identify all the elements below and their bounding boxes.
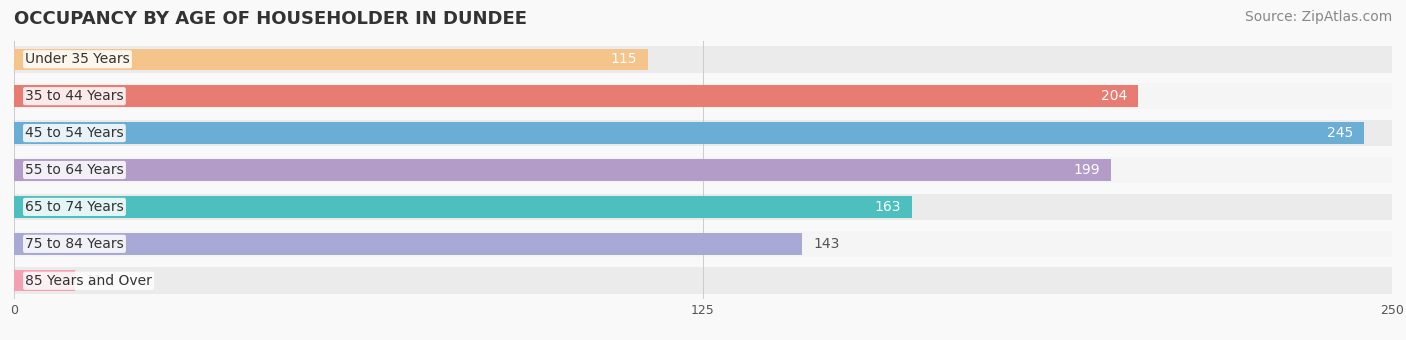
Text: 55 to 64 Years: 55 to 64 Years [25,163,124,177]
Bar [14,233,803,255]
Text: 85 Years and Over: 85 Years and Over [25,274,152,288]
Text: 245: 245 [1327,126,1354,140]
Text: Under 35 Years: Under 35 Years [25,52,129,66]
Bar [0,120,1406,147]
Bar [0,83,1406,109]
Bar [0,193,1406,220]
Bar [0,268,1406,294]
Text: 35 to 44 Years: 35 to 44 Years [25,89,124,103]
Text: 115: 115 [610,52,637,66]
Text: 65 to 74 Years: 65 to 74 Years [25,200,124,214]
Text: 11: 11 [86,274,104,288]
Bar [14,159,1111,181]
Bar [14,196,912,218]
Text: 45 to 54 Years: 45 to 54 Years [25,126,124,140]
Text: 75 to 84 Years: 75 to 84 Years [25,237,124,251]
Text: 163: 163 [875,200,901,214]
Bar [14,270,75,291]
Bar [14,49,648,70]
Bar [14,85,1139,107]
Bar [0,157,1406,183]
Bar [0,46,1406,72]
Text: 199: 199 [1073,163,1099,177]
Bar [0,231,1406,257]
Text: Source: ZipAtlas.com: Source: ZipAtlas.com [1244,10,1392,24]
Text: 204: 204 [1101,89,1128,103]
Text: 143: 143 [813,237,839,251]
Text: OCCUPANCY BY AGE OF HOUSEHOLDER IN DUNDEE: OCCUPANCY BY AGE OF HOUSEHOLDER IN DUNDE… [14,10,527,28]
Bar [14,122,1364,144]
